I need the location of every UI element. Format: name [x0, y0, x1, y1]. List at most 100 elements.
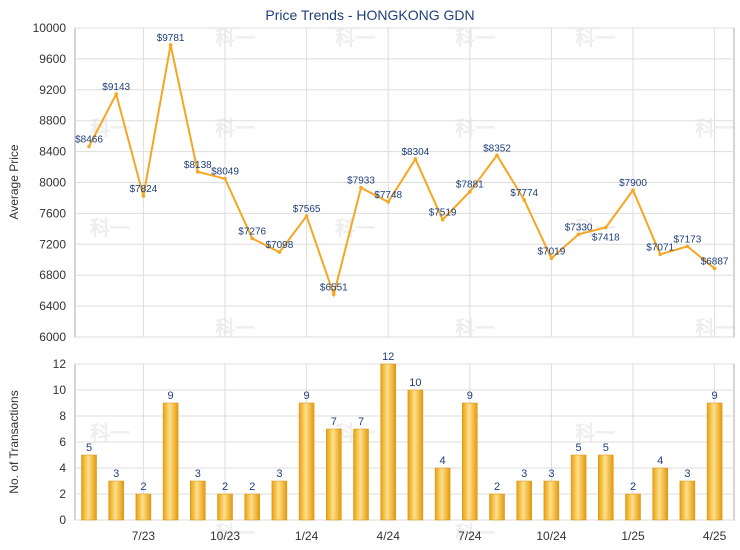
price-point: [576, 232, 581, 237]
transaction-bar-label: 7: [358, 416, 364, 428]
transaction-bar: [706, 402, 723, 521]
watermark-text: 科一: [575, 421, 615, 445]
price-point: [522, 198, 526, 202]
transaction-bar: [489, 493, 505, 521]
price-y-tick-label: 8400: [39, 145, 66, 159]
price-point: [413, 157, 418, 161]
transaction-bar: [380, 363, 396, 521]
price-data-label: $7900: [619, 178, 647, 189]
price-points: [87, 43, 717, 297]
price-data-label: $7098: [265, 240, 293, 251]
transaction-bar: [217, 493, 233, 521]
price-data-label: $8352: [483, 143, 511, 154]
price-data-label: $7173: [673, 234, 701, 245]
price-point: [468, 189, 472, 194]
transaction-bar: [326, 428, 342, 521]
price-data-label: $7276: [238, 226, 266, 237]
transactions-y-tick-label: 2: [59, 487, 66, 501]
transaction-bar-label: 2: [222, 481, 228, 493]
price-data-label: $7330: [565, 222, 593, 233]
price-data-label: $7933: [347, 176, 375, 187]
price-data-label: $7519: [429, 208, 457, 219]
transaction-bar-label: 3: [684, 468, 690, 480]
transaction-bar: [543, 480, 560, 521]
price-y-ticks: 6000 6400 6800 7200 7600 8000 8400 8800 9200 9600…: [33, 21, 67, 344]
price-series-line: [88, 44, 716, 298]
price-point: [114, 92, 118, 97]
price-point: [386, 200, 391, 204]
watermark-text: 科一: [215, 26, 255, 50]
transaction-bar-labels: 5 3 2 9 3 2 2 3 9 7 7 12 10 4 9 2 3 3 5 5 2 4 3 9: [86, 351, 718, 493]
x-axis-tick-labels: 7/23 10/23 1/24 4/24 7/24 10/24 1/25 4/25: [132, 529, 727, 543]
x-tick-label: 1/25: [621, 529, 645, 543]
transaction-bar: [625, 493, 641, 521]
price-point: [359, 185, 363, 190]
transaction-bars: [81, 363, 723, 521]
transaction-bar: [271, 480, 288, 521]
price-panel: 6000 6400 6800 7200 7600 8000 8400 8800 9200 9600…: [7, 21, 735, 344]
transaction-bar: [407, 389, 424, 521]
transaction-bar-label: 7: [331, 416, 337, 428]
watermark-text: 科一: [90, 421, 130, 445]
price-data-label: $9781: [157, 33, 185, 44]
transactions-y-tick-label: 10: [53, 383, 67, 397]
price-data-label: $6887: [701, 256, 729, 267]
price-data-label: $8466: [75, 135, 103, 146]
transaction-bar-label: 2: [140, 481, 146, 493]
transaction-bar: [516, 480, 532, 521]
transactions-y-tick-label: 0: [59, 513, 66, 527]
watermark-text: 科一: [215, 521, 255, 545]
transaction-bar: [135, 493, 152, 521]
price-data-label: $8304: [401, 147, 429, 158]
x-tick-label: 10/23: [210, 529, 240, 543]
price-point: [549, 256, 554, 261]
transaction-bar-label: 4: [657, 455, 663, 467]
transaction-bar-label: 4: [440, 455, 446, 467]
transaction-bar-label: 9: [304, 390, 310, 402]
price-point: [196, 170, 200, 174]
price-point: [87, 144, 91, 149]
watermark-text: 科一: [455, 521, 495, 545]
watermark-text: 科一: [335, 216, 375, 240]
price-y-tick-label: 9200: [39, 83, 66, 97]
transaction-bar-label: 2: [249, 481, 255, 493]
price-y-tick-label: 6000: [39, 330, 66, 344]
price-data-label: $7565: [293, 204, 321, 215]
price-grid: [75, 27, 734, 338]
transaction-bar-label: 2: [630, 481, 636, 493]
price-y-tick-label: 7200: [39, 237, 66, 251]
transaction-bar-label: 5: [86, 442, 92, 454]
watermark-text: 科一: [455, 116, 495, 140]
transaction-bar-label: 3: [276, 468, 282, 480]
transaction-bar-label: 3: [113, 468, 119, 480]
price-data-label: $9143: [102, 82, 130, 93]
price-point: [440, 217, 445, 222]
price-data-label: $7824: [129, 184, 157, 195]
price-point: [141, 194, 146, 198]
price-y-tick-label: 6800: [39, 268, 66, 282]
transaction-bar-label: 12: [382, 351, 394, 363]
price-point: [304, 214, 309, 218]
watermark-text: 科一: [335, 26, 375, 50]
transaction-bar: [353, 428, 369, 521]
price-y-tick-label: 6400: [39, 299, 66, 313]
x-tick-label: 4/24: [377, 529, 401, 543]
price-data-label: $7418: [592, 232, 620, 243]
transaction-bar: [462, 402, 478, 521]
transaction-bar-label: 3: [195, 468, 201, 480]
price-y-tick-label: 10000: [33, 21, 67, 35]
price-point: [250, 236, 254, 241]
transaction-bar: [298, 402, 315, 521]
watermark-text: 科一: [215, 316, 255, 340]
price-point: [223, 176, 227, 181]
price-point: [712, 266, 717, 271]
price-point: [332, 292, 336, 297]
transaction-bar-label: 3: [521, 468, 527, 480]
price-y-tick-label: 9600: [39, 52, 66, 66]
x-tick-label: 7/23: [132, 529, 156, 543]
price-point: [168, 43, 173, 47]
transactions-y-axis-label: No. of Transactions: [7, 390, 21, 493]
transaction-bar: [434, 467, 451, 521]
transaction-bar-label: 10: [409, 377, 421, 389]
price-y-tick-label: 8000: [39, 176, 66, 190]
